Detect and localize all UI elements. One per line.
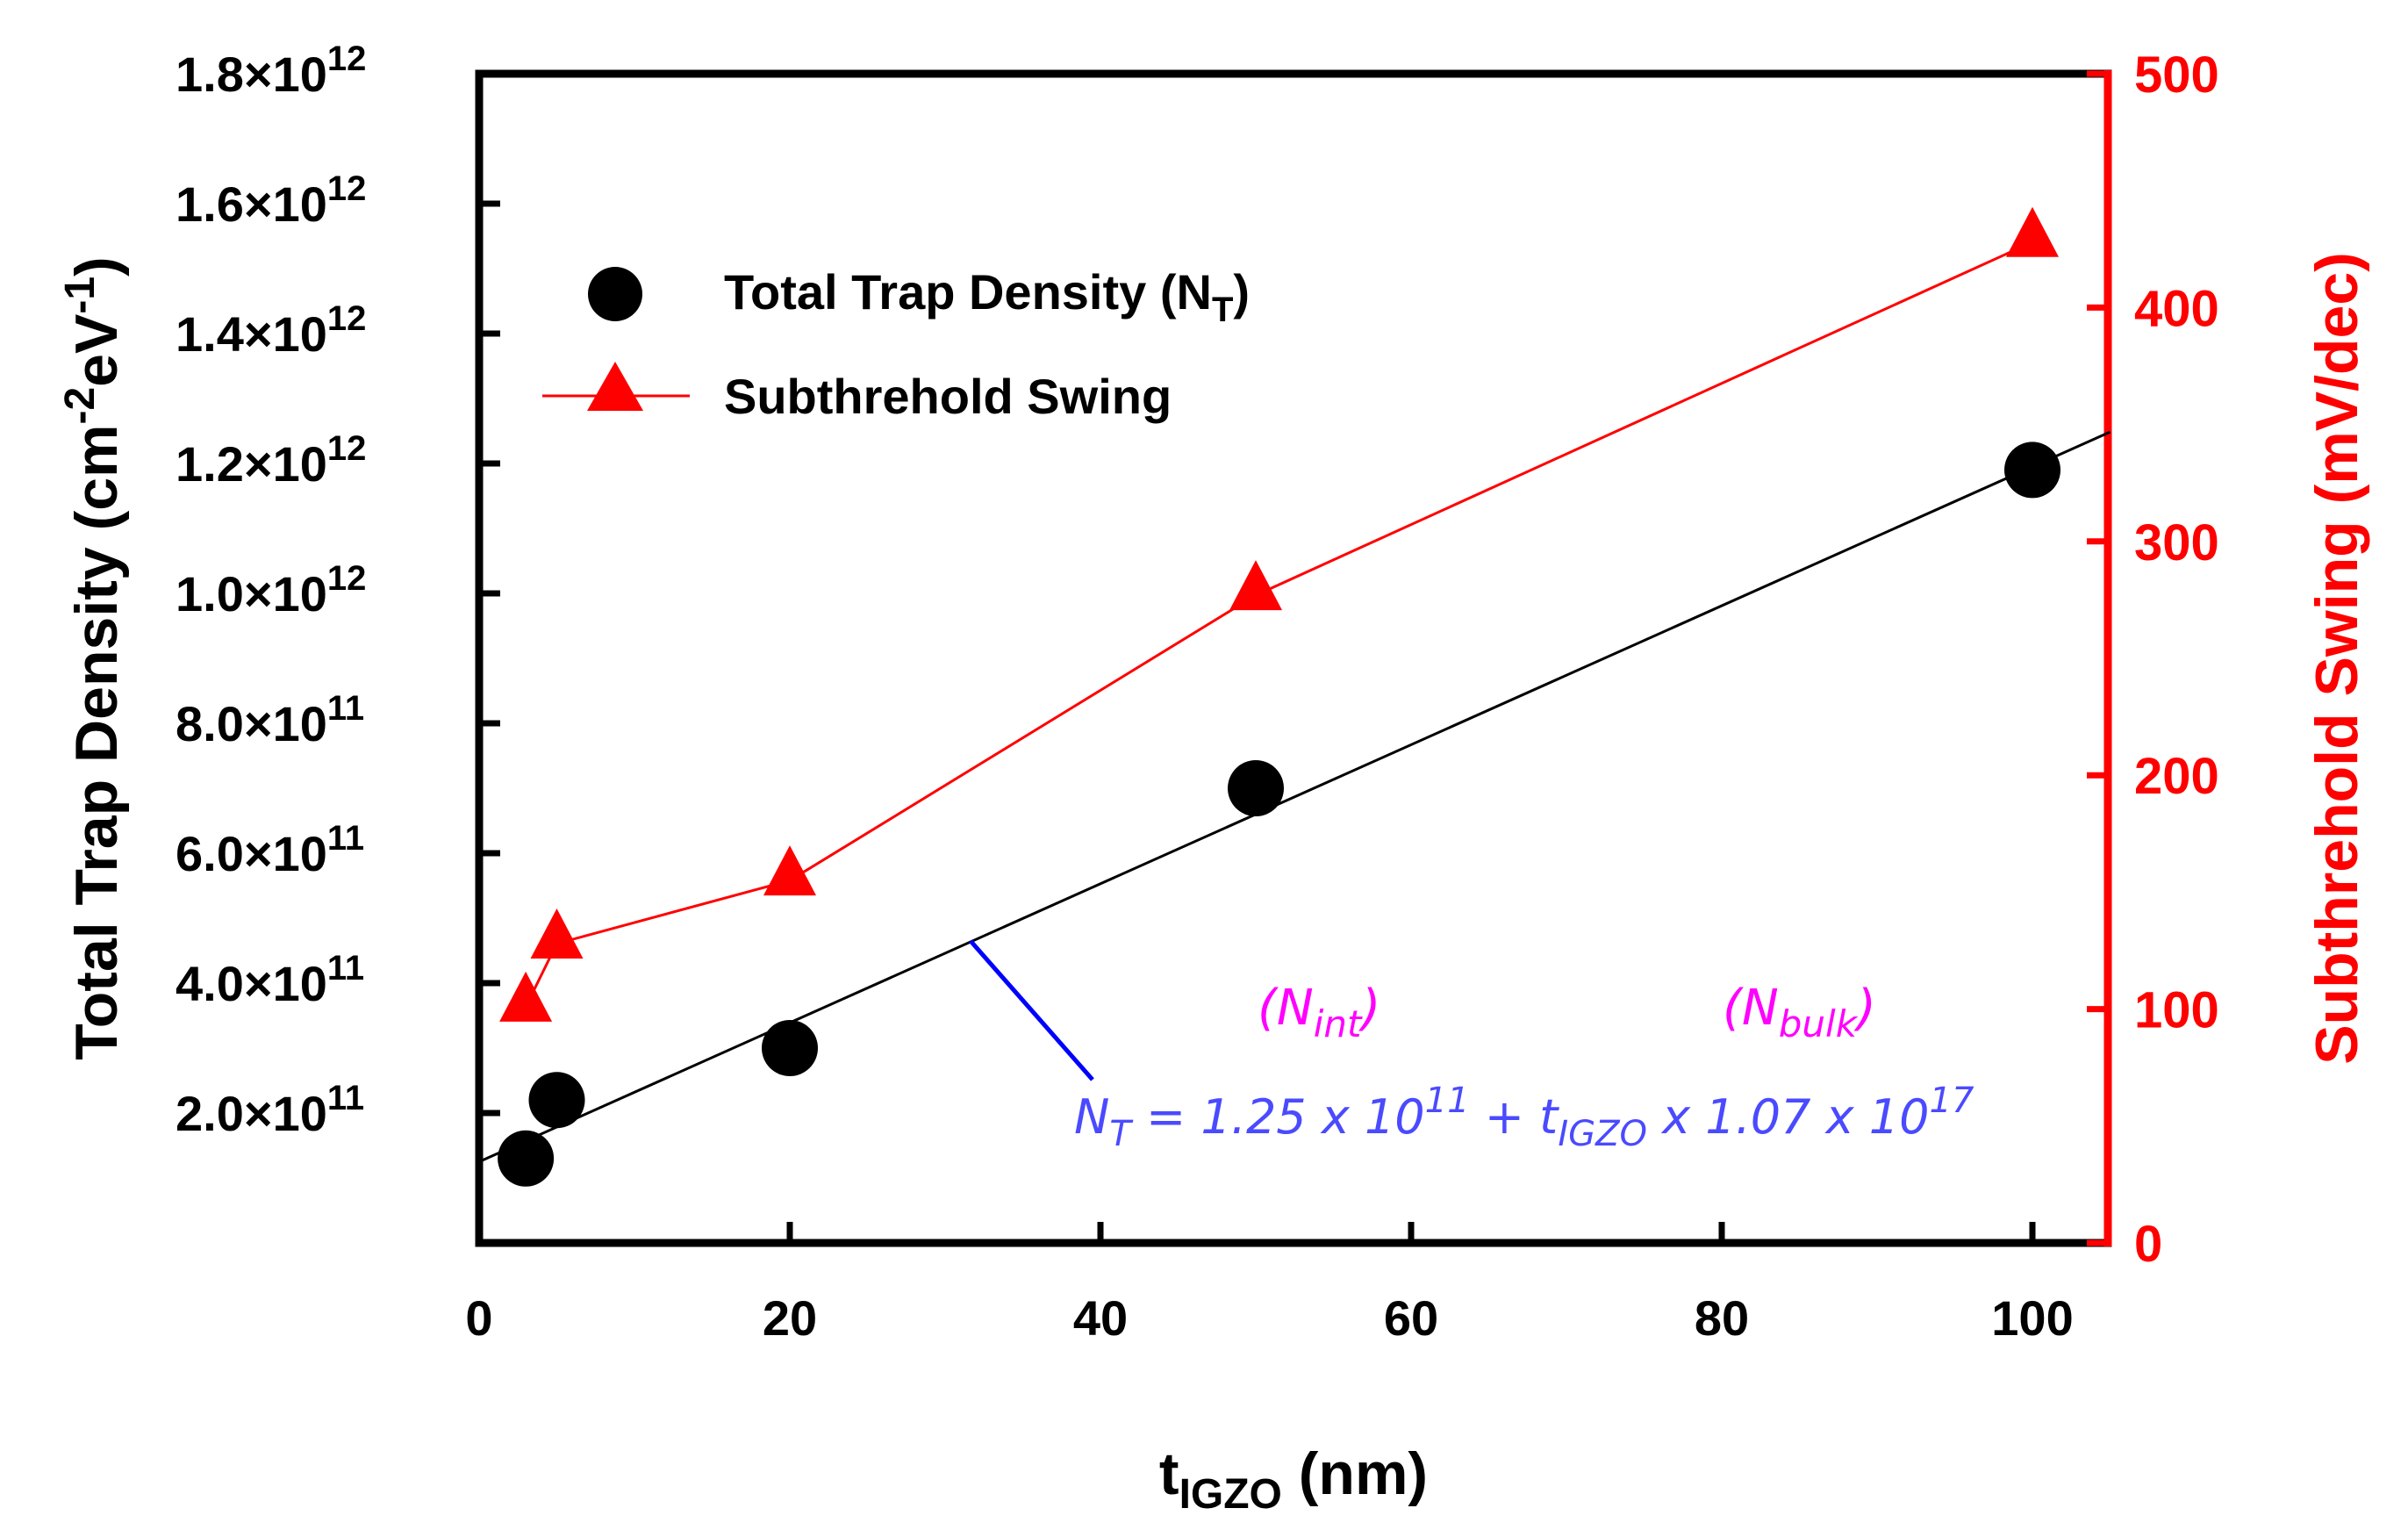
swing-line <box>524 241 2033 1008</box>
swing-point-50 <box>1229 560 1282 611</box>
trap-density-point-5 <box>528 1072 585 1129</box>
y-left-tick-label: 1.2×1012 <box>176 429 366 492</box>
x-tick-label-60: 60 <box>1384 1290 1438 1346</box>
y-right-axis-title: Subthrehold Swing (mV/dec) <box>2304 252 2370 1065</box>
trap-density-series <box>498 442 2060 1187</box>
y-left-axis-title: Total Trap Density (cm-2eV-1) <box>57 256 130 1059</box>
y-right-tick-label-200: 200 <box>2134 748 2219 805</box>
y-right-axis-ticks: 0 100 200 300 400 500 <box>2087 47 2219 1273</box>
y-right-tick-label-500: 500 <box>2134 47 2219 104</box>
y-left-tick-label: 1.4×1012 <box>176 299 366 362</box>
swing-point-3 <box>499 971 553 1022</box>
equation-pointer-line <box>969 939 1094 1081</box>
annotation-n-int: (Nint) <box>1258 980 1380 1045</box>
legend-label-swing: Subthrehold Swing <box>724 369 1172 424</box>
y-left-axis-ticks: 2.0×1011 4.0×1011 6.0×1011 8.0×1011 1.0×1012… <box>176 40 500 1141</box>
y-right-tick-label-0: 0 <box>2134 1216 2162 1273</box>
legend-marker-circle <box>588 267 642 321</box>
y-left-tick-label: 1.0×1012 <box>176 559 366 621</box>
swing-point-100 <box>2006 206 2059 257</box>
y-left-tick-label: 2.0×1011 <box>176 1079 364 1141</box>
y-left-tick-label: 6.0×1011 <box>176 819 364 881</box>
y-left-tick-label: 8.0×1011 <box>176 689 364 751</box>
trap-density-point-20 <box>762 1020 818 1076</box>
y-left-tick-label: 4.0×1011 <box>176 949 364 1011</box>
x-tick-label-80: 80 <box>1695 1290 1749 1346</box>
y-right-tick-label-100: 100 <box>2134 982 2219 1039</box>
x-axis-ticks: 0 20 40 60 80 100 <box>465 1222 2074 1346</box>
x-tick-label-0: 0 <box>465 1290 492 1346</box>
trap-density-point-3 <box>498 1130 555 1187</box>
fit-equation: NT = 1.25 x 1011 + tIGZO x 1.07 x 1017 <box>1074 1081 1974 1154</box>
annotation-n-bulk: (Nbulk) <box>1723 980 1876 1045</box>
legend-marker-triangle <box>587 362 643 411</box>
trap-density-point-100 <box>2004 442 2060 499</box>
subthreshold-swing-series <box>499 206 2059 1022</box>
swing-point-5 <box>530 909 584 959</box>
legend: Total Trap Density (NT) Subthrehold Swin… <box>542 264 1250 424</box>
x-tick-label-100: 100 <box>1991 1290 2073 1346</box>
x-tick-label-20: 20 <box>763 1290 817 1346</box>
y-right-tick-label-400: 400 <box>2134 280 2219 337</box>
plot-area-frame <box>475 69 2112 1247</box>
fit-line <box>478 430 2111 1163</box>
y-left-tick-label: 1.6×1012 <box>176 169 366 232</box>
x-tick-label-40: 40 <box>1073 1290 1128 1346</box>
trap-density-point-50 <box>1228 760 1284 816</box>
x-axis-title: tIGZO (nm) <box>1159 1440 1428 1518</box>
fit-line-layer <box>478 430 2111 1163</box>
y-right-tick-label-300: 300 <box>2134 514 2219 571</box>
legend-label-trap-density: Total Trap Density (NT) <box>724 264 1250 329</box>
y-left-tick-label: 1.8×1012 <box>176 40 366 102</box>
swing-point-20 <box>763 845 816 896</box>
